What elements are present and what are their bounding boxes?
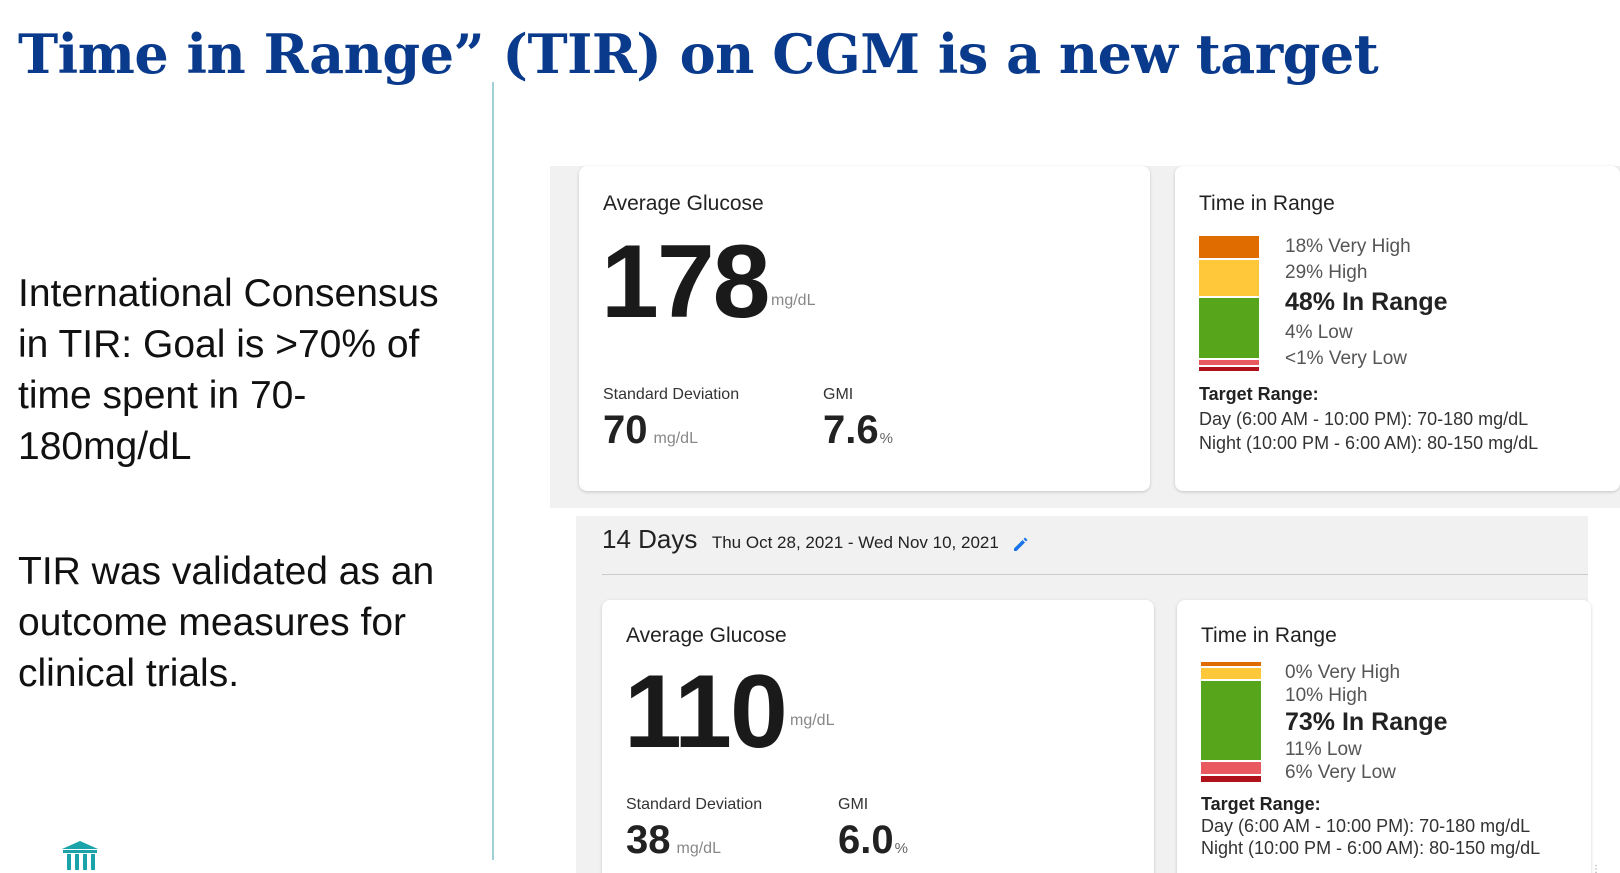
tir-segment-high [1201, 667, 1261, 679]
tir-segment-gap [1201, 759, 1261, 762]
time-in-range-title: Time in Range [1199, 192, 1335, 215]
tir-segment-very-high [1199, 236, 1259, 259]
range-days: 14 Days [602, 524, 698, 554]
tir-label-high: 10% High [1285, 685, 1368, 706]
tir-segment-gap [1199, 365, 1259, 368]
tir-segment-gap [1199, 358, 1259, 361]
average-glucose-card-bottom: Average Glucose 110 mg/dL Standard Devia… [602, 600, 1154, 873]
time-in-range-bar [1201, 662, 1261, 782]
target-range-night: Night (10:00 PM - 6:00 AM): 80-150 mg/dL [1201, 838, 1541, 858]
tir-segment-gap [1199, 296, 1259, 299]
time-in-range-card-top: Time in Range 18% Very High 29% High 48%… [1175, 166, 1620, 491]
slide-footer-mark: ⋮ [1591, 864, 1601, 873]
slide-title: Time in Range” (TIR) on CGM is a new tar… [18, 22, 1379, 86]
average-glucose-title: Average Glucose [626, 624, 787, 647]
tir-segment-low [1199, 360, 1259, 366]
target-range-title: Target Range: [1201, 794, 1321, 814]
tir-segment-very-low [1201, 775, 1261, 782]
range-dates: Thu Oct 28, 2021 - Wed Nov 10, 2021 [711, 533, 999, 552]
standard-deviation-value: 38 mg/dL [626, 818, 721, 862]
tir-segment-in-range [1201, 680, 1261, 760]
pencil-icon[interactable] [1011, 534, 1031, 554]
average-glucose-card-top: Average Glucose 178 mg/dL Standard Devia… [579, 166, 1150, 491]
vertical-divider [492, 82, 494, 860]
standard-deviation-label: Standard Deviation [626, 796, 763, 813]
institution-icon [62, 841, 98, 870]
tir-label-very-high: 18% Very High [1285, 236, 1411, 257]
tir-segment-low [1201, 761, 1261, 774]
target-range-night: Night (10:00 PM - 6:00 AM): 80-150 mg/dL [1199, 433, 1539, 453]
tir-label-in-range: 48% In Range [1285, 288, 1448, 316]
tir-segment-gap [1201, 773, 1261, 776]
tir-label-very-low: 6% Very Low [1285, 762, 1396, 783]
tir-segment-gap [1201, 678, 1261, 681]
average-glucose-unit: mg/dL [790, 712, 835, 729]
time-in-range-card-bottom: Time in Range 0% Very High 10% High 73% … [1177, 600, 1591, 873]
tir-segment-gap [1199, 258, 1259, 261]
tir-label-in-range: 73% In Range [1285, 708, 1448, 736]
gmi-value: 7.6% [823, 408, 893, 452]
time-in-range-bar [1199, 236, 1259, 371]
gmi-label: GMI [823, 386, 854, 403]
tir-segment-high [1199, 260, 1259, 297]
tir-segment-gap [1201, 665, 1261, 668]
tir-segment-very-high [1201, 662, 1261, 666]
tir-segment-very-low [1199, 367, 1259, 371]
standard-deviation-label: Standard Deviation [603, 386, 740, 403]
average-glucose-value: 178 [601, 224, 771, 340]
date-range-header: 14 Days Thu Oct 28, 2021 - Wed Nov 10, 2… [602, 524, 1031, 555]
gmi-label: GMI [838, 796, 869, 813]
tir-label-low: 11% Low [1285, 739, 1362, 760]
tir-segment-in-range [1199, 298, 1259, 359]
tir-label-low: 4% Low [1285, 322, 1353, 343]
standard-deviation-value: 70 mg/dL [603, 408, 698, 452]
time-in-range-title: Time in Range [1201, 624, 1337, 647]
target-range-day: Day (6:00 AM - 10:00 PM): 70-180 mg/dL [1201, 816, 1531, 836]
tir-label-high: 29% High [1285, 262, 1368, 283]
target-range-title: Target Range: [1199, 384, 1319, 404]
average-glucose-value: 110 [624, 654, 788, 770]
average-glucose-title: Average Glucose [603, 192, 764, 215]
gmi-value: 6.0% [838, 818, 908, 862]
target-range-day: Day (6:00 AM - 10:00 PM): 70-180 mg/dL [1199, 409, 1529, 429]
bullet-validation: TIR was validated as an outcome measures… [18, 550, 435, 695]
tir-label-very-high: 0% Very High [1285, 662, 1401, 683]
tir-label-very-low: <1% Very Low [1285, 348, 1407, 369]
bullet-consensus: International Consensus in TIR: Goal is … [18, 272, 439, 468]
date-range-divider [602, 574, 1588, 575]
average-glucose-unit: mg/dL [771, 292, 816, 309]
